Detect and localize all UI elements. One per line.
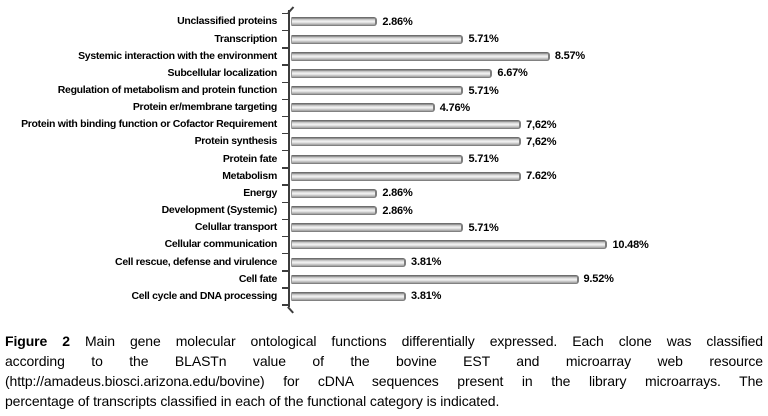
axis-tick: [282, 287, 288, 289]
chart-row: Transcription 5.71%: [0, 31, 768, 48]
axis-tick: [282, 253, 288, 255]
caption-text: Main gene molecular ontological function…: [84, 333, 763, 349]
chart-row: Celullar transport 5.71%: [0, 219, 768, 236]
chart-row: Systemic interaction with the environmen…: [0, 48, 768, 65]
bar: [291, 103, 435, 113]
category-label: Cell fate: [238, 272, 277, 285]
bar: [291, 291, 407, 301]
value-label: 7,62%: [526, 135, 557, 148]
caption-line-3: (http://amadeus.biosci.arizona.edu/bovin…: [5, 373, 763, 389]
chart-row: Protein fate 5.71%: [0, 151, 768, 168]
chart-row: Metabolism 7.62%: [0, 168, 768, 185]
axis-tick: [282, 30, 288, 32]
bar: [291, 120, 522, 130]
category-label: Cellular communication: [164, 238, 278, 251]
axis-tick: [282, 47, 288, 49]
chart-row: Cellular communication 10.48%: [0, 236, 768, 253]
value-label: 4.76%: [439, 101, 470, 114]
category-label: Metabolism: [222, 169, 277, 182]
axis-tick: [282, 218, 288, 221]
chart-row: Regulation of metabolism and protein fun…: [0, 82, 768, 99]
bar-chart: Unclassified proteins 2.86% Transcription 5…: [0, 6, 768, 314]
category-label: Development (Systemic): [161, 204, 278, 217]
axis-tick: [282, 184, 288, 186]
axis-tick: [282, 115, 288, 118]
axis-tick: [282, 304, 288, 306]
category-label: Protein er/membrane targeting: [132, 101, 277, 114]
value-label: 2.86%: [382, 15, 413, 28]
bar: [291, 171, 522, 181]
bar: [291, 86, 464, 95]
axis-tick: [282, 167, 288, 169]
bar: [291, 51, 550, 61]
axis-tick: [282, 150, 288, 152]
axis-tick: [282, 81, 288, 83]
axis-tick: [282, 201, 288, 203]
value-label: 2.86%: [382, 187, 413, 200]
value-label: 7.62%: [526, 170, 557, 183]
chart-row: Protein with binding function or Cofacto…: [0, 116, 768, 133]
value-label: 6.67%: [497, 67, 528, 80]
value-label: 5.71%: [468, 33, 499, 46]
value-label: 5.71%: [468, 84, 499, 97]
y-axis-top-hook: [287, 6, 294, 14]
category-label: Energy: [243, 186, 277, 199]
caption-line-2: according to the BLASTn value of the bov…: [5, 353, 763, 369]
chart-row: Development (Systemic) 2.86%: [0, 202, 768, 219]
figure-number: Figure 2: [5, 333, 70, 349]
category-label: Subcellular localization: [167, 66, 278, 79]
value-label: 7,62%: [526, 118, 557, 131]
bar: [291, 223, 464, 233]
value-label: 2.86%: [382, 204, 413, 217]
bar: [291, 206, 378, 216]
bar: [291, 137, 522, 147]
value-label: 8.57%: [554, 50, 586, 63]
value-label: 10.48%: [612, 238, 649, 251]
axis-tick: [282, 270, 288, 272]
axis-tick: [282, 235, 288, 238]
bar: [291, 257, 407, 267]
chart-row: Unclassified proteins 2.86%: [0, 13, 768, 30]
chart-row: Energy 2.86%: [0, 185, 768, 202]
value-label: 5.71%: [468, 221, 499, 234]
figure-caption: Figure 2 Main gene molecular ontological…: [5, 331, 763, 411]
category-label: Celullar transport: [194, 221, 277, 234]
category-label: Cell cycle and DNA processing: [131, 289, 277, 302]
y-axis-bottom-hook: [287, 306, 294, 314]
axis-tick: [282, 12, 288, 15]
axis-tick: [282, 64, 288, 66]
bar: [291, 274, 579, 284]
chart-row: Cell rescue, defense and virulence 3.81%: [0, 254, 768, 271]
bar: [291, 34, 464, 44]
category-label: Protein fate: [222, 152, 277, 165]
bar: [291, 188, 378, 198]
chart-row: Protein er/membrane targeting 4.76%: [0, 99, 768, 116]
value-label: 9.52%: [583, 273, 614, 286]
value-label: 5.71%: [468, 153, 499, 166]
category-label: Systemic interaction with the environmen…: [78, 49, 277, 62]
chart-row: Protein synthesis 7,62%: [0, 133, 768, 150]
chart-row: Subcellular localization 6.67%: [0, 65, 768, 82]
category-label: Regulation of metabolism and protein fun…: [57, 84, 278, 96]
chart-row: Cell cycle and DNA processing 3.81%: [0, 288, 768, 305]
bar: [291, 154, 464, 164]
chart-row: Cell fate 9.52%: [0, 271, 768, 288]
value-label: 3.81%: [411, 256, 442, 268]
category-label: Transcription: [214, 32, 277, 45]
bar: [291, 68, 493, 78]
bar: [291, 17, 378, 27]
caption-line-1: Figure 2 Main gene molecular ontological…: [5, 331, 763, 351]
caption-line-4: percentage of transcripts classified in …: [5, 393, 500, 409]
value-label: 3.81%: [411, 290, 442, 303]
category-label: Cell rescue, defense and virulence: [115, 255, 277, 268]
bar: [291, 240, 608, 250]
y-axis: [288, 10, 290, 307]
category-label: Protein synthesis: [194, 135, 278, 148]
axis-tick: [282, 98, 288, 101]
category-label: Protein with binding function or Cofacto…: [21, 118, 277, 131]
category-label: Unclassified proteins: [177, 15, 277, 28]
axis-tick: [282, 132, 288, 135]
